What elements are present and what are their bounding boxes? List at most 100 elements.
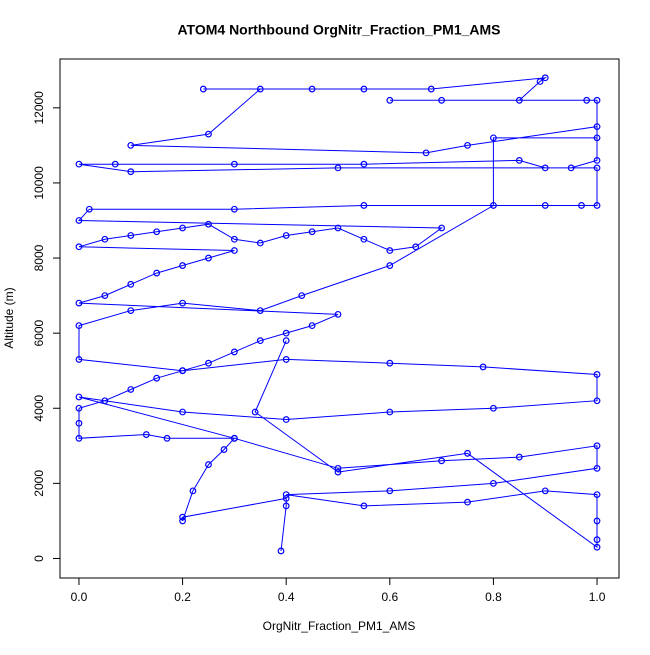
data-point (593, 397, 601, 405)
data-point (360, 235, 368, 243)
data-point (360, 85, 368, 93)
data-point (127, 307, 135, 315)
y-tick-label: 0 (32, 555, 46, 562)
plot-frame (59, 58, 620, 579)
data-point (386, 408, 394, 416)
x-tick-label: 0.0 (71, 590, 88, 604)
data-point (422, 149, 430, 157)
data-point (515, 96, 523, 104)
x-tick-label: 0.4 (278, 590, 295, 604)
data-point (205, 220, 212, 228)
x-axis-label: OrgNitr_Fraction_PM1_AMS (263, 619, 416, 633)
data-point (256, 337, 264, 345)
data-point (593, 371, 601, 378)
data-point (153, 374, 161, 382)
data-point (298, 292, 306, 299)
data-point (179, 367, 186, 375)
data-point (75, 419, 83, 427)
data-point (282, 502, 290, 510)
data-point (256, 307, 264, 315)
data-point (541, 487, 549, 495)
data-point (567, 164, 575, 172)
data-point (593, 536, 601, 544)
data-point (220, 446, 228, 453)
data-point (334, 468, 342, 476)
data-point (593, 96, 601, 104)
data-point (578, 202, 585, 209)
data-point (308, 322, 316, 330)
data-point (334, 464, 342, 472)
data-point (541, 164, 549, 172)
x-tick-label: 0.2 (174, 590, 191, 604)
data-point (75, 299, 83, 307)
data-point (490, 479, 497, 487)
data-point (412, 243, 420, 251)
data-point (205, 254, 212, 262)
data-point (205, 359, 212, 367)
data-point (464, 141, 471, 149)
data-point (153, 228, 161, 236)
data-point (593, 543, 601, 551)
data-point (127, 141, 135, 149)
y-tick-label: 2000 (32, 470, 46, 497)
y-tick-label: 4000 (32, 395, 46, 422)
data-point (438, 96, 446, 104)
data-point (230, 205, 238, 213)
data-point (438, 224, 446, 232)
data-point (490, 404, 497, 412)
data-point (230, 235, 238, 243)
data-point (308, 85, 316, 93)
data-point (179, 224, 186, 232)
data-point (75, 243, 83, 251)
data-point (75, 217, 83, 224)
data-point (490, 134, 497, 142)
data-point (593, 491, 601, 499)
x-tick-label: 0.8 (485, 590, 502, 604)
y-tick-label: 10000 (32, 166, 46, 200)
data-point (386, 487, 394, 495)
data-point (205, 461, 212, 468)
data-point (75, 434, 83, 442)
data-point (85, 205, 93, 213)
data-point (282, 329, 290, 337)
data-point (593, 164, 601, 172)
data-point (127, 168, 135, 176)
data-point (75, 322, 83, 330)
data-point (205, 130, 212, 138)
data-point (593, 156, 601, 164)
data-point (334, 310, 342, 318)
data-point (593, 202, 601, 209)
data-point (386, 96, 394, 104)
data-line (77, 77, 598, 552)
data-point (199, 85, 207, 93)
data-point (179, 513, 186, 521)
data-point (360, 160, 368, 168)
y-tick-label: 6000 (32, 319, 46, 346)
data-point (593, 517, 601, 525)
data-point (593, 134, 601, 142)
data-point (282, 232, 290, 239)
data-point (277, 547, 285, 555)
data-point (75, 160, 83, 168)
data-point (101, 397, 109, 405)
data-point (75, 356, 83, 363)
data-point (360, 202, 368, 209)
data-point (427, 85, 435, 93)
data-point (75, 404, 83, 412)
data-point (536, 78, 544, 85)
data-point (515, 453, 523, 461)
data-point (179, 408, 186, 416)
data-point (179, 262, 186, 269)
data-point (75, 393, 83, 401)
y-tick-label: 12000 (32, 91, 46, 125)
data-point (334, 224, 342, 232)
data-point (282, 416, 290, 423)
data-point (593, 442, 601, 450)
data-point (386, 262, 394, 269)
data-point (256, 85, 264, 93)
data-point (490, 202, 497, 209)
data-point (464, 498, 471, 506)
data-point (179, 517, 186, 525)
data-point (111, 160, 119, 168)
